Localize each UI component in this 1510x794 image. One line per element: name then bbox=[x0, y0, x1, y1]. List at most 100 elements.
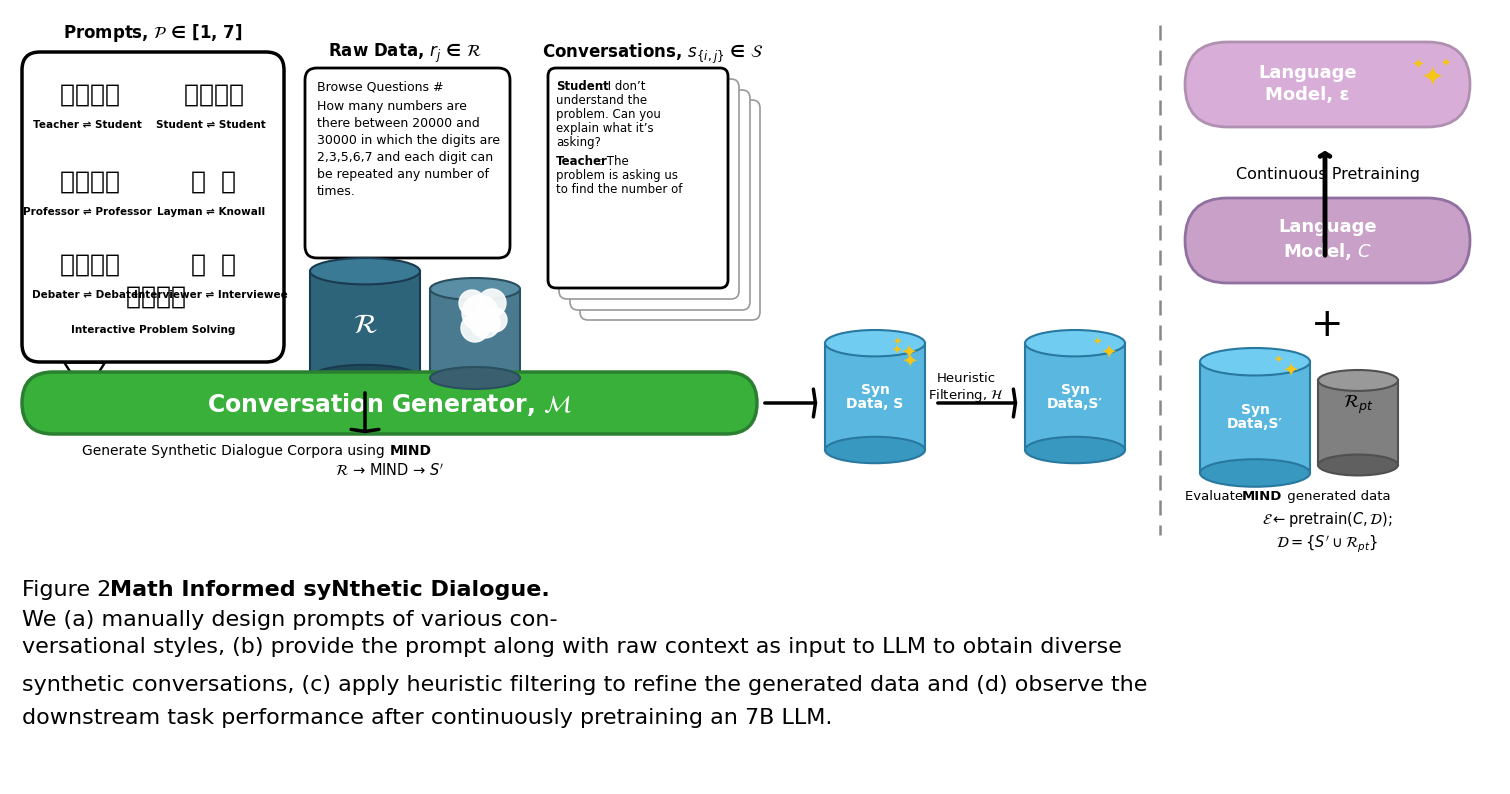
Text: Figure 2:: Figure 2: bbox=[23, 580, 125, 600]
Text: Evaluate: Evaluate bbox=[1185, 490, 1247, 503]
Text: ✦: ✦ bbox=[1412, 56, 1424, 71]
Circle shape bbox=[479, 289, 506, 317]
Text: Syn: Syn bbox=[1060, 383, 1089, 396]
Text: problem. Can you: problem. Can you bbox=[556, 108, 661, 121]
Text: Layman ⇌ Knowall: Layman ⇌ Knowall bbox=[157, 207, 264, 217]
Text: MIND: MIND bbox=[390, 444, 432, 458]
Circle shape bbox=[470, 308, 500, 338]
Text: 👩‍🏫: 👩‍🏫 bbox=[91, 170, 121, 194]
Text: 👩‍🎓: 👩‍🎓 bbox=[213, 83, 243, 107]
Polygon shape bbox=[1318, 380, 1398, 465]
Ellipse shape bbox=[824, 437, 926, 463]
Text: +: + bbox=[1311, 306, 1344, 344]
Text: Student ⇌ Student: Student ⇌ Student bbox=[156, 120, 266, 130]
Ellipse shape bbox=[1025, 437, 1125, 463]
FancyBboxPatch shape bbox=[1185, 198, 1471, 283]
Text: ✦: ✦ bbox=[1092, 337, 1102, 347]
Text: Prompts, $\mathcal{P}$ ∈ [1, 7]: Prompts, $\mathcal{P}$ ∈ [1, 7] bbox=[63, 22, 243, 44]
Text: Interviewer ⇌ Interviewee: Interviewer ⇌ Interviewee bbox=[134, 290, 287, 300]
Polygon shape bbox=[310, 272, 420, 378]
Text: $\mathcal{E} \leftarrow \mathrm{pretrain}(C, \mathcal{D});$: $\mathcal{E} \leftarrow \mathrm{pretrain… bbox=[1262, 510, 1392, 529]
Text: Raw Data, $r_j$ ∈ $\mathcal{R}$: Raw Data, $r_j$ ∈ $\mathcal{R}$ bbox=[328, 42, 482, 65]
Text: ✦: ✦ bbox=[892, 337, 901, 347]
FancyBboxPatch shape bbox=[569, 90, 750, 310]
Text: Student: Student bbox=[556, 80, 609, 93]
Text: to find the number of: to find the number of bbox=[556, 183, 683, 196]
Text: ✦: ✦ bbox=[901, 352, 917, 371]
Text: We (a) manually design prompts of various con-
versational styles, (b) provide t: We (a) manually design prompts of variou… bbox=[23, 610, 1122, 657]
FancyBboxPatch shape bbox=[23, 372, 757, 434]
Text: generated data: generated data bbox=[1284, 490, 1391, 503]
FancyBboxPatch shape bbox=[580, 100, 760, 320]
Text: 🧑‍💼: 🧑‍💼 bbox=[60, 253, 91, 277]
Circle shape bbox=[483, 308, 507, 332]
Text: ✦: ✦ bbox=[1421, 63, 1444, 91]
Ellipse shape bbox=[1200, 348, 1311, 376]
Text: 👩‍💼: 👩‍💼 bbox=[125, 285, 156, 309]
Ellipse shape bbox=[1318, 454, 1398, 476]
Text: Generate Synthetic Dialogue Corpora using: Generate Synthetic Dialogue Corpora usin… bbox=[83, 444, 390, 458]
Text: explain what it’s: explain what it’s bbox=[556, 122, 654, 135]
Text: ✦: ✦ bbox=[1273, 355, 1282, 365]
Text: asking?: asking? bbox=[556, 136, 601, 149]
Polygon shape bbox=[66, 364, 103, 392]
Text: Teacher ⇌ Student: Teacher ⇌ Student bbox=[33, 120, 142, 130]
Text: ✦: ✦ bbox=[892, 345, 903, 358]
Polygon shape bbox=[430, 289, 519, 378]
Text: Heuristic
Filtering, $\mathcal{H}$: Heuristic Filtering, $\mathcal{H}$ bbox=[929, 372, 1004, 404]
Text: 🧑‍💼: 🧑‍💼 bbox=[91, 253, 121, 277]
Text: 👨‍🦳: 👨‍🦳 bbox=[156, 285, 186, 309]
Polygon shape bbox=[824, 343, 926, 450]
Text: synthetic conversations, (c) apply heuristic filtering to refine the generated d: synthetic conversations, (c) apply heuri… bbox=[23, 675, 1148, 695]
FancyBboxPatch shape bbox=[23, 52, 284, 362]
Ellipse shape bbox=[310, 364, 420, 391]
Text: ✦: ✦ bbox=[900, 342, 917, 361]
Ellipse shape bbox=[430, 367, 519, 389]
Text: Language
Model, ε: Language Model, ε bbox=[1258, 64, 1357, 104]
Text: ✦: ✦ bbox=[1441, 57, 1451, 71]
Ellipse shape bbox=[824, 330, 926, 357]
Polygon shape bbox=[65, 362, 104, 394]
Text: 👔: 👔 bbox=[220, 253, 236, 277]
Text: Language
Model, $C$: Language Model, $C$ bbox=[1277, 218, 1377, 262]
Text: $\mathcal{D} = \{S' \cup \mathcal{R}_{pt}\}$: $\mathcal{D} = \{S' \cup \mathcal{R}_{pt… bbox=[1276, 534, 1379, 555]
Text: 🎤: 🎤 bbox=[192, 253, 207, 277]
Text: Syn: Syn bbox=[861, 383, 889, 396]
Text: Debater ⇌ Debater: Debater ⇌ Debater bbox=[32, 290, 143, 300]
Text: MIND: MIND bbox=[1243, 490, 1282, 503]
FancyBboxPatch shape bbox=[559, 79, 738, 299]
Text: Professor ⇌ Professor: Professor ⇌ Professor bbox=[23, 207, 153, 217]
Text: Teacher: Teacher bbox=[556, 155, 609, 168]
Text: $\mathcal{R}$: $\mathcal{R}$ bbox=[353, 310, 378, 338]
FancyBboxPatch shape bbox=[1185, 42, 1471, 127]
Ellipse shape bbox=[1200, 459, 1311, 487]
Text: 👩‍🏫: 👩‍🏫 bbox=[60, 83, 91, 107]
Text: How many numbers are
there between 20000 and
30000 in which the digits are
2,3,5: How many numbers are there between 20000… bbox=[317, 100, 500, 198]
Text: Continuous Pretraining: Continuous Pretraining bbox=[1235, 168, 1419, 183]
Text: Browse Questions #: Browse Questions # bbox=[317, 80, 444, 93]
FancyBboxPatch shape bbox=[305, 68, 510, 258]
Text: 👨‍🎓: 👨‍🎓 bbox=[91, 83, 121, 107]
Polygon shape bbox=[1200, 362, 1311, 473]
Text: ✦: ✦ bbox=[1099, 342, 1116, 361]
Circle shape bbox=[461, 314, 489, 342]
Text: Syn: Syn bbox=[1241, 403, 1270, 418]
Text: understand the: understand the bbox=[556, 94, 648, 107]
Text: 👨‍🏫: 👨‍🏫 bbox=[60, 170, 91, 194]
Text: 👨‍🎓: 👨‍🎓 bbox=[184, 83, 213, 107]
Ellipse shape bbox=[430, 278, 519, 300]
Text: 🧑: 🧑 bbox=[192, 170, 207, 194]
Text: Interactive Problem Solving: Interactive Problem Solving bbox=[71, 325, 236, 335]
Text: : The: : The bbox=[599, 155, 628, 168]
Text: ✦: ✦ bbox=[1282, 360, 1299, 380]
Text: Data,S′: Data,S′ bbox=[1228, 418, 1284, 431]
FancyBboxPatch shape bbox=[548, 68, 728, 288]
Text: Conversation Generator, $\mathcal{M}$: Conversation Generator, $\mathcal{M}$ bbox=[207, 391, 572, 418]
Circle shape bbox=[459, 290, 485, 316]
Text: Math Informed syNthetic Dialogue.: Math Informed syNthetic Dialogue. bbox=[110, 580, 550, 600]
Text: Data, S: Data, S bbox=[847, 396, 903, 410]
Text: downstream task performance after continuously pretraining an 7B LLM.: downstream task performance after contin… bbox=[23, 708, 832, 728]
Circle shape bbox=[462, 295, 498, 331]
Text: 🤓: 🤓 bbox=[220, 170, 236, 194]
Text: problem is asking us: problem is asking us bbox=[556, 169, 678, 182]
